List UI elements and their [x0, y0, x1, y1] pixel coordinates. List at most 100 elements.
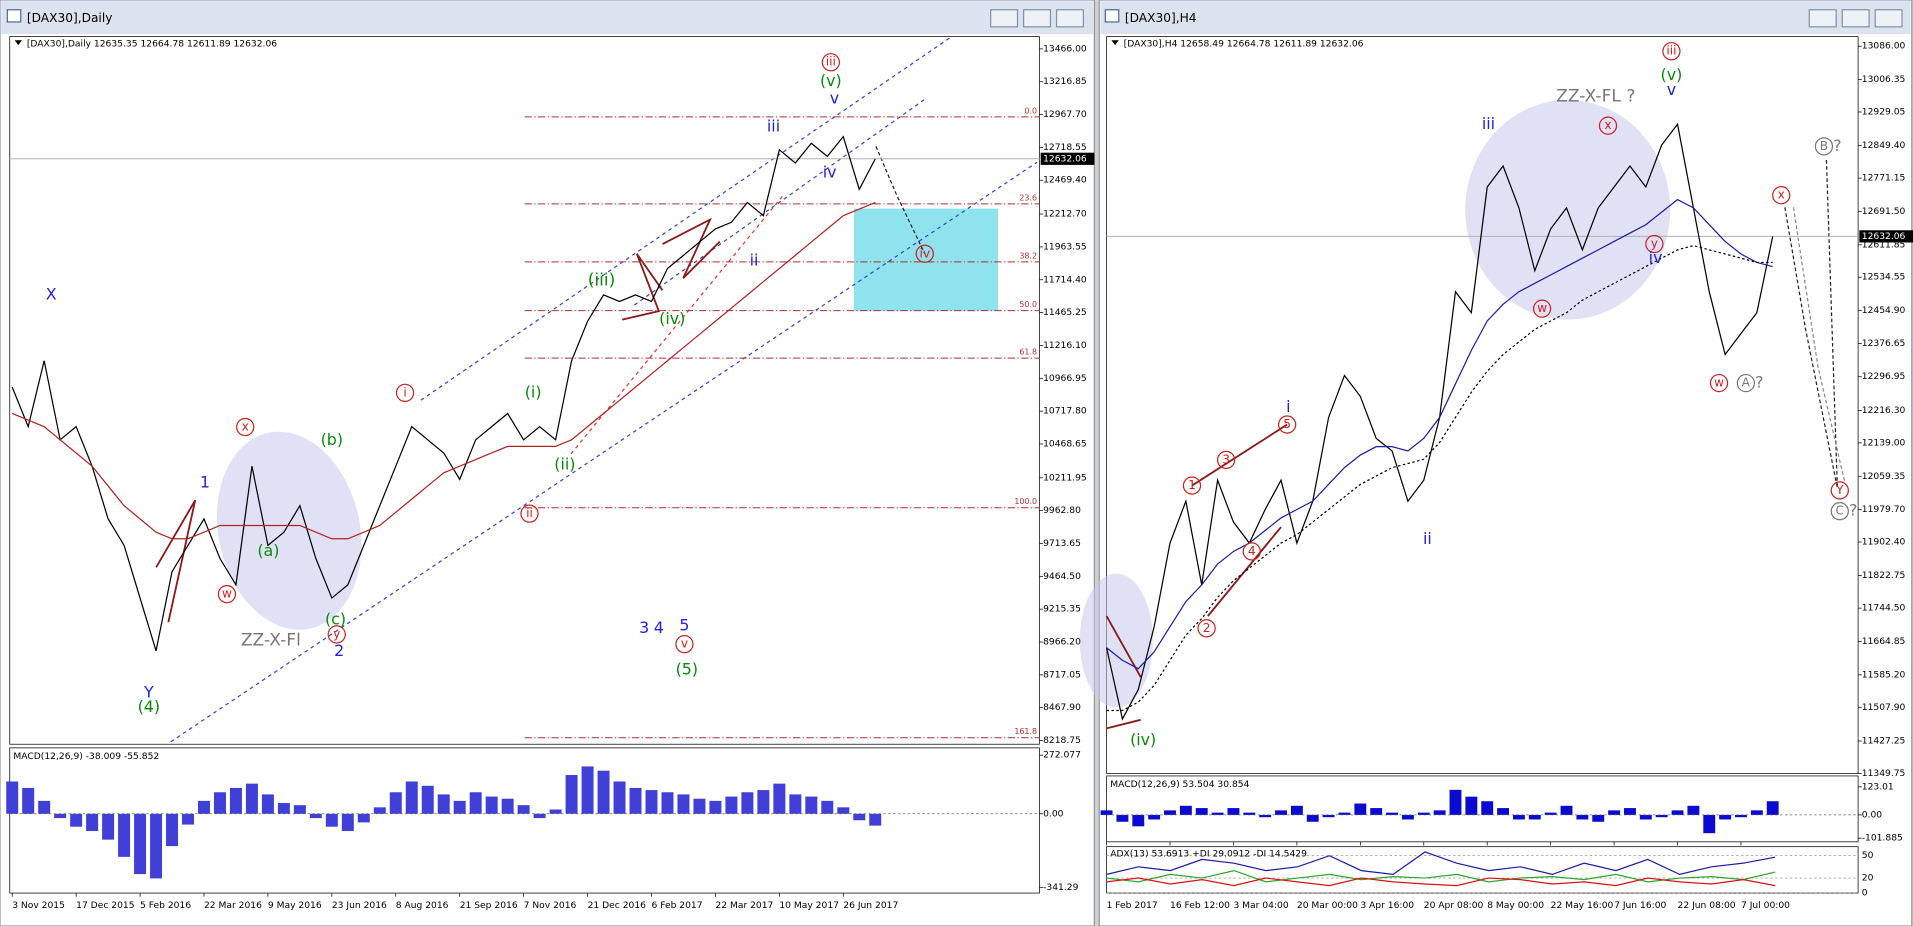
wave-label: w [1714, 376, 1724, 390]
histogram-bar [309, 813, 322, 819]
x-tick-label: 7 Jun 16:00 [1614, 901, 1666, 911]
histogram-bar [853, 813, 866, 821]
wave-circle [236, 417, 255, 437]
wave-label: v [681, 637, 688, 651]
wave-circle [1598, 116, 1618, 135]
histogram-bar [213, 792, 226, 814]
wave-circle [1182, 476, 1202, 495]
triangle-drawing [622, 253, 664, 321]
wave-circle [1709, 373, 1729, 393]
fib-label: 50.0 [1019, 300, 1037, 309]
histogram-bar [613, 781, 626, 814]
window-icon [1104, 9, 1120, 23]
y-tick-label: 10717.80 [1043, 407, 1087, 417]
wave-label: i [403, 385, 406, 399]
histogram-bar [1322, 814, 1335, 818]
fib-label: 38.2 [1019, 251, 1037, 260]
histogram-bar [1338, 812, 1351, 815]
minimize-button[interactable] [1808, 9, 1837, 28]
wave-label: iii [826, 55, 836, 69]
wave-label: 4 [654, 618, 664, 637]
wave-label: 3 [1222, 452, 1230, 466]
wave-circle [1662, 42, 1681, 61]
y-tick-label: 13466.00 [1043, 44, 1087, 54]
histogram-bar [1401, 814, 1414, 820]
histogram-bar [1528, 814, 1541, 820]
wave-label: 5 [679, 615, 689, 634]
wave-label: ZZ-X-Fl [241, 631, 301, 651]
histogram-bar [118, 813, 131, 857]
wave-label: x [1604, 118, 1611, 132]
wave-label: 2 [334, 641, 344, 660]
x-tick-label: 9 May 2016 [268, 901, 322, 911]
histogram-bar [1481, 801, 1494, 815]
maximize-button[interactable] [1022, 9, 1052, 28]
highlight-ellipse [216, 431, 362, 630]
last-price-box [1040, 152, 1095, 165]
indicator-label: MACD(12,26,9) -38.009 -55.852 [13, 752, 159, 762]
y-tick-label: 12611.85 [1862, 240, 1906, 250]
y-tick-label: 11216.10 [1043, 341, 1087, 351]
close-button[interactable] [1874, 9, 1903, 28]
histogram-bar [565, 775, 578, 814]
histogram-bar [1449, 789, 1462, 815]
x-tick-label: 22 May 16:00 [1551, 901, 1614, 911]
price-line [1106, 851, 1776, 876]
y-tick-label: 11963.55 [1043, 242, 1087, 252]
wave-label: (b) [321, 430, 343, 449]
y-tick-label: 12454.90 [1862, 306, 1906, 316]
close-button[interactable] [1055, 9, 1084, 28]
wave-label: C [1836, 504, 1845, 518]
y-tick-label: 8218.75 [1043, 736, 1081, 746]
maximize-button[interactable] [1841, 9, 1870, 28]
histogram-bar [1243, 812, 1256, 815]
wave-label: iii [767, 116, 780, 135]
trend-line [1106, 718, 1141, 730]
wave-label: 2 [1203, 621, 1211, 635]
wave-label: iv [919, 246, 930, 260]
wave-circle [1814, 137, 1834, 156]
price-line [1106, 877, 1776, 887]
histogram-bar [1639, 814, 1652, 820]
y-tick-label: 12376.65 [1862, 339, 1906, 349]
wave-label: ii [526, 506, 533, 520]
y-tick-label: 9962.80 [1043, 506, 1081, 516]
projection-line [1792, 207, 1846, 483]
wave-circle [915, 244, 934, 263]
histogram-bar [837, 807, 850, 814]
x-tick-label: 3 Apr 16:00 [1360, 901, 1414, 911]
wave-circle [1830, 502, 1849, 521]
histogram-bar [1497, 808, 1510, 815]
info-arrow [14, 40, 22, 46]
minimize-button[interactable] [990, 9, 1019, 28]
y-tick-label: 10966.95 [1043, 374, 1087, 384]
wave-circle [217, 585, 237, 604]
histogram-bar [86, 813, 99, 832]
trend-line [570, 194, 784, 455]
y-tick-label: 12469.40 [1043, 176, 1087, 186]
last-price-box [1859, 230, 1913, 243]
wave-label: (ii) [554, 454, 575, 473]
y-tick-label: -341.29 [1043, 883, 1078, 893]
wave-circle [327, 625, 346, 644]
wave-label: i [1286, 397, 1290, 416]
histogram-bar [1290, 805, 1303, 815]
histogram-bar [1750, 810, 1763, 815]
highlight-ellipse [1079, 573, 1153, 708]
y-tick-label: 11902.40 [1862, 538, 1906, 548]
x-tick-label: 22 Mar 2016 [204, 901, 262, 911]
wave-label: (i) [525, 382, 542, 401]
histogram-bar [773, 783, 786, 814]
histogram-bar [581, 766, 594, 814]
histogram-bar [1164, 810, 1176, 815]
x-tick-label: 6 Feb 2017 [651, 901, 702, 911]
histogram-bar [1719, 814, 1732, 820]
histogram-bar [485, 796, 498, 814]
wave-label: (iv) [659, 309, 685, 328]
fib-label: 161.8 [1014, 727, 1037, 736]
wave-label: w [222, 587, 232, 601]
fib-label: 100.0 [1014, 497, 1037, 506]
wave-label: iii [1666, 44, 1676, 58]
x-tick-label: 3 Mar 04:00 [1233, 901, 1288, 911]
histogram-bar [501, 798, 514, 814]
